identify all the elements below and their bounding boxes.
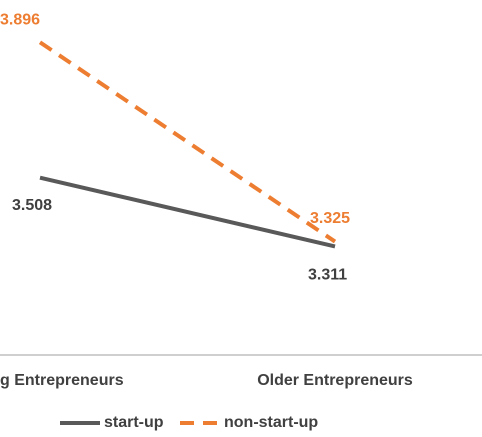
data-label: 3.325 <box>310 210 350 227</box>
series-line <box>39 175 336 249</box>
series-line <box>38 40 337 244</box>
legend-label: non-start-up <box>224 414 318 431</box>
data-label: 3.311 <box>308 267 347 284</box>
legend-label: start-up <box>104 414 164 431</box>
data-label: 3.896 <box>0 12 40 29</box>
data-label: 3.508 <box>12 197 52 214</box>
x-tick-label: g Entrepreneurs <box>0 372 124 389</box>
x-tick-label: Older Entrepreneurs <box>257 372 413 389</box>
